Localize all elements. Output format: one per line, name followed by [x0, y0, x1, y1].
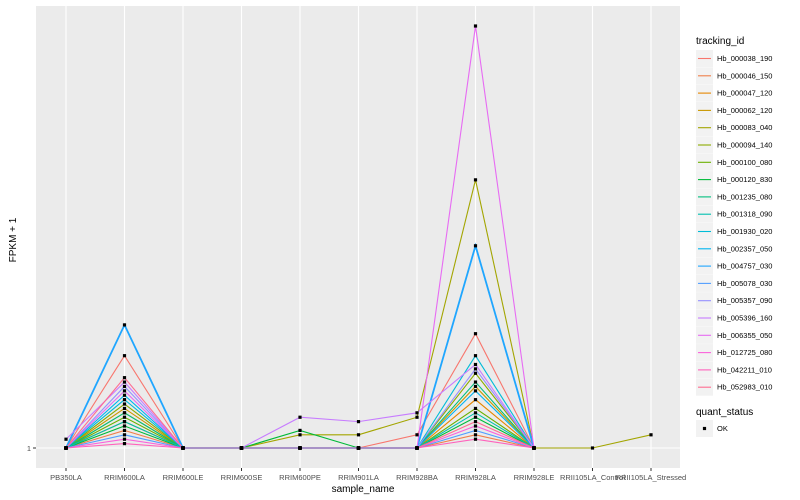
data-point	[122, 398, 127, 402]
x-tick-label: PB350LA	[50, 473, 82, 482]
data-point	[298, 433, 302, 437]
data-point	[473, 415, 478, 419]
data-point	[122, 323, 127, 327]
legend-label: Hb_000038_190	[717, 54, 772, 63]
data-point	[122, 411, 127, 415]
legend-label: Hb_000046_150	[717, 71, 772, 80]
data-point	[473, 367, 478, 371]
legend-title-tracking-id: tracking_id	[696, 36, 744, 47]
x-tick-label: RRIM901LA	[338, 473, 379, 482]
legend-label: Hb_000094_140	[717, 141, 772, 150]
legend-label: Hb_000062_120	[717, 106, 772, 115]
data-point	[532, 446, 536, 450]
x-tick-label: RRIM928LE	[514, 473, 555, 482]
data-point	[473, 428, 478, 433]
data-point	[473, 362, 478, 367]
data-point	[356, 433, 361, 437]
legend-key-point	[702, 426, 707, 431]
data-point	[356, 446, 361, 450]
y-tick-label: 1	[27, 444, 31, 453]
x-tick-label: RRIM600LE	[163, 473, 204, 482]
legend-title-quant-status: quant_status	[696, 407, 753, 418]
legend-label: Hb_052983_010	[717, 383, 772, 392]
data-point	[356, 420, 361, 424]
data-point	[473, 437, 478, 441]
data-point	[298, 446, 302, 450]
data-point	[122, 384, 127, 389]
data-point	[122, 437, 127, 441]
data-point	[473, 384, 478, 389]
data-point	[590, 446, 595, 450]
legend-label: Hb_000083_040	[717, 123, 772, 132]
data-point	[64, 437, 68, 441]
data-point	[415, 433, 419, 437]
legend-label: Hb_012725_080	[717, 348, 772, 357]
data-point	[122, 354, 127, 358]
data-point	[473, 178, 478, 182]
data-point	[122, 442, 127, 446]
data-point	[473, 332, 478, 336]
legend-label: Hb_002357_050	[717, 244, 772, 253]
data-points	[64, 24, 653, 450]
data-point	[122, 376, 127, 380]
x-tick-label: RRII105LA_Control	[560, 473, 625, 482]
data-point	[473, 406, 478, 411]
data-point	[473, 411, 478, 415]
legend-label: Hb_000100_080	[717, 158, 772, 167]
y-axis-label: FPKM + 1	[8, 217, 19, 262]
x-tick-label: RRII105LA_Stressed	[616, 473, 686, 482]
data-point	[298, 428, 302, 433]
data-point	[181, 446, 185, 450]
data-point	[122, 433, 127, 437]
data-point	[122, 424, 127, 428]
data-point	[473, 380, 478, 384]
grid-lines	[36, 6, 680, 468]
data-point	[649, 433, 653, 437]
data-point	[473, 24, 478, 28]
legend-label: Hb_001930_020	[717, 227, 772, 236]
legend-label: Hb_006355_050	[717, 331, 772, 340]
x-tick-label: RRIM600LA	[104, 473, 145, 482]
data-point	[473, 398, 478, 402]
data-point	[473, 389, 478, 393]
data-point	[298, 415, 302, 419]
x-tick-label: RRIM600PE	[279, 473, 321, 482]
x-tick-label: RRIM928LA	[455, 473, 496, 482]
data-point	[122, 389, 127, 393]
axes: PB350LA RRIM600LA RRIM600LE RRIM600SE RRIM60…	[27, 444, 686, 482]
legend-label: Hb_000047_120	[717, 89, 772, 98]
x-tick-label: RRIM600SE	[221, 473, 263, 482]
x-tick-label: RRIM928BA	[396, 473, 438, 482]
data-point	[415, 415, 419, 419]
legend-label: Hb_000120_830	[717, 175, 772, 184]
data-point	[122, 393, 127, 397]
data-point	[122, 380, 127, 384]
legend-label: OK	[717, 424, 728, 433]
data-point	[122, 415, 127, 419]
data-point	[122, 420, 127, 424]
data-point	[415, 411, 419, 415]
data-point	[473, 420, 478, 424]
legend-label: Hb_001318_090	[717, 210, 772, 219]
legends: tracking_id Hb_000038_190 Hb_000046_150 Hb_…	[696, 36, 772, 437]
legend-label: Hb_001235_080	[717, 192, 772, 201]
legend-label: Hb_042211_010	[717, 365, 772, 374]
x-axis-label: sample_name	[332, 484, 395, 495]
data-point	[64, 446, 68, 450]
data-point	[122, 406, 127, 411]
data-point	[473, 433, 478, 437]
legend-label: Hb_005357_090	[717, 296, 772, 305]
legend-label: Hb_005078_030	[717, 279, 772, 288]
legend-label: Hb_005396_160	[717, 314, 772, 323]
legend-label: Hb_004757_030	[717, 262, 772, 271]
data-point	[239, 446, 244, 450]
data-point	[122, 428, 127, 433]
data-point	[415, 446, 419, 450]
data-point	[473, 424, 478, 428]
data-point	[473, 244, 478, 248]
data-point	[473, 371, 478, 375]
data-point	[122, 402, 127, 406]
data-point	[473, 354, 478, 358]
